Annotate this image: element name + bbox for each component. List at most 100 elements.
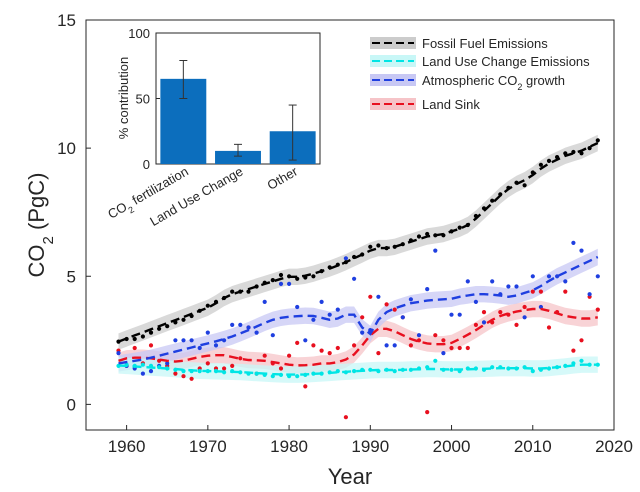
data-point	[392, 343, 397, 348]
data-point	[481, 320, 487, 325]
x-tick-label: 1980	[270, 437, 308, 456]
data-point	[506, 284, 511, 289]
data-point	[360, 330, 365, 335]
data-point	[140, 334, 145, 339]
data-point	[335, 307, 340, 312]
data-point	[490, 279, 495, 284]
y-tick-label: 0	[67, 395, 76, 414]
plot-area-frame	[85, 19, 615, 431]
data-point	[287, 281, 292, 286]
data-point	[311, 343, 316, 348]
inset-y-tick-label: 50	[136, 92, 150, 107]
inset-category-label: Land Use Change	[147, 164, 245, 229]
x-tick-label: 1960	[108, 437, 146, 456]
data-point	[481, 310, 487, 315]
data-point	[376, 294, 381, 299]
legend-swatch	[370, 37, 416, 49]
data-point	[189, 376, 194, 381]
data-point	[498, 310, 503, 315]
data-point	[360, 315, 365, 320]
data-point	[140, 362, 145, 367]
data-point	[205, 361, 210, 366]
data-point	[270, 333, 275, 338]
data-point	[579, 248, 584, 253]
trend-lines	[118, 141, 599, 376]
data-point	[490, 365, 495, 370]
data-point	[400, 315, 405, 320]
data-point	[457, 225, 462, 230]
data-point	[213, 343, 219, 348]
data-point	[205, 303, 210, 308]
data-point	[368, 294, 373, 299]
data-point	[522, 183, 527, 188]
data-point	[571, 240, 576, 245]
data-point	[132, 345, 137, 351]
legend-swatch	[370, 98, 416, 110]
data-point	[181, 317, 186, 322]
inset-category-label: Other	[265, 163, 301, 193]
data-point	[384, 343, 389, 348]
data-point	[327, 351, 332, 356]
data-point	[352, 276, 357, 281]
data-point	[148, 330, 154, 335]
data-point	[530, 274, 535, 279]
data-point	[530, 289, 535, 294]
y-axis-label: CO2 (PgC)	[24, 173, 57, 278]
data-point	[465, 279, 470, 284]
data-point	[392, 307, 397, 312]
y-tick-label: 5	[67, 267, 76, 286]
data-point	[522, 315, 527, 320]
data-points	[116, 138, 600, 420]
data-point	[506, 366, 511, 371]
data-point	[205, 330, 210, 335]
data-point	[181, 374, 186, 379]
data-point	[230, 363, 235, 368]
data-point	[343, 256, 348, 261]
inset-y-axis-label: % contribution	[116, 57, 131, 139]
data-point	[189, 338, 194, 343]
data-point	[441, 338, 446, 343]
data-point	[563, 289, 568, 294]
data-point	[197, 369, 202, 374]
data-point	[319, 299, 324, 304]
data-point	[173, 371, 178, 376]
data-point	[327, 312, 332, 317]
main-chart: 1960 1970 1980 1990 2000 2010 2020 0 5 10 15 Year…	[24, 11, 633, 489]
x-tick-label: 2000	[433, 437, 471, 456]
data-point	[238, 322, 243, 327]
data-point	[278, 272, 284, 278]
data-point	[311, 274, 316, 279]
data-point	[165, 361, 170, 366]
data-point	[433, 358, 438, 363]
data-point	[278, 281, 284, 286]
data-point	[116, 351, 121, 356]
data-point	[595, 307, 600, 312]
data-point	[376, 243, 381, 248]
data-point	[246, 325, 251, 330]
legend-swatch	[370, 74, 416, 86]
data-point	[157, 326, 162, 331]
legend-label: Fossil Fuel Emissions	[422, 36, 548, 51]
data-point	[457, 312, 462, 317]
data-point	[254, 371, 259, 376]
data-point	[595, 274, 600, 279]
data-point	[376, 351, 381, 356]
data-point	[473, 322, 478, 327]
data-point	[595, 138, 600, 143]
data-point	[197, 345, 202, 351]
trend-band	[118, 248, 598, 372]
data-point	[514, 284, 519, 289]
data-point	[457, 345, 462, 351]
data-point	[222, 366, 227, 371]
data-point	[295, 304, 300, 310]
x-tick-label: 1970	[189, 437, 227, 456]
trend-bands	[118, 134, 598, 383]
data-point	[157, 365, 162, 370]
inset-bars	[160, 60, 316, 164]
data-point	[473, 299, 478, 304]
inset-y-tick-label: 0	[143, 157, 150, 172]
data-point	[148, 369, 154, 374]
y-tick-label: 10	[57, 139, 76, 158]
